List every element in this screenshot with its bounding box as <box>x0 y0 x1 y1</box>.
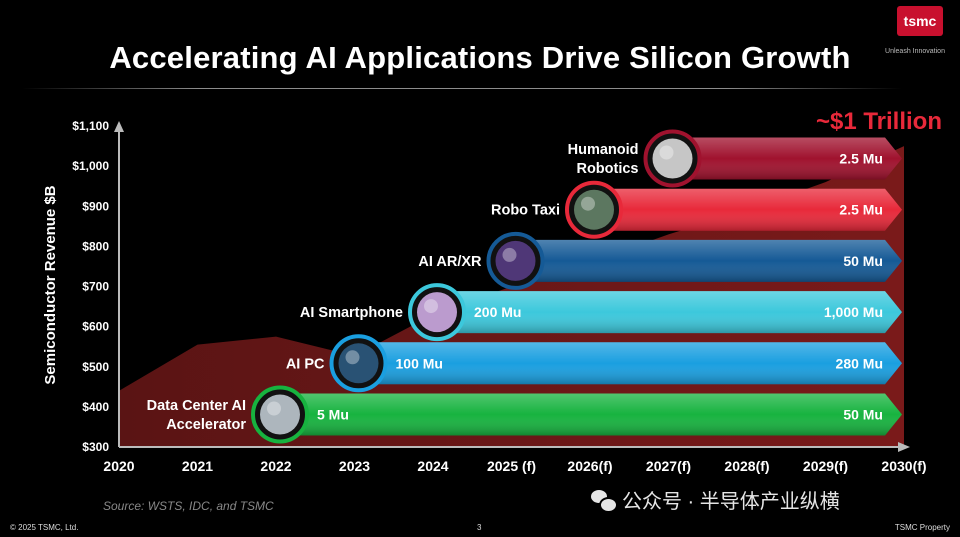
application-row: Robo Taxi 2.5 Mu <box>491 180 902 239</box>
footer-property: TSMC Property <box>894 523 950 532</box>
y-tick-label: $700 <box>82 280 109 294</box>
page-title: Accelerating AI Applications Drive Silic… <box>109 40 851 75</box>
y-axis-label: Semiconductor Revenue $B <box>42 185 59 384</box>
application-arrow-shade <box>594 188 902 231</box>
x-tick-label: 2028(f) <box>724 458 769 474</box>
server-icon-fill <box>260 394 300 435</box>
y-tick-label: $900 <box>82 199 109 213</box>
title-underline <box>22 88 902 89</box>
application-row: AI Smartphone 200 Mu 1,000 Mu <box>300 283 902 342</box>
tsmc-logo: tsmc Unleash Innovation <box>885 6 948 55</box>
smartphone-icon-fill <box>417 292 457 333</box>
laptop-icon-fill <box>338 343 379 384</box>
end-units-label: 280 Mu <box>836 355 883 371</box>
watermark-text: 公众号 · 半导体产业纵横 <box>622 491 840 513</box>
car-icon-fill <box>574 189 614 230</box>
end-units-label: 50 Mu <box>843 253 883 269</box>
x-tick-label: 2021 <box>182 458 213 474</box>
robot-icon-fill <box>652 138 693 179</box>
x-tick-label: 2020 <box>103 458 134 474</box>
server-icon-highlight <box>267 401 281 416</box>
application-row: AI PC 100 Mu 280 Mu <box>286 334 902 393</box>
x-axis-arrow <box>898 442 910 452</box>
watermark: 公众号 · 半导体产业纵横 <box>590 485 840 514</box>
y-tick-label: $1,100 <box>72 119 109 133</box>
start-units-label: 100 Mu <box>396 355 443 371</box>
source-note: Source: WSTS, IDC, and TSMC <box>103 499 274 513</box>
application-arrow-shade <box>280 393 902 436</box>
x-tick-label: 2022 <box>260 458 291 474</box>
application-arrow-shade <box>672 137 902 180</box>
application-name: Data Center AI <box>147 398 246 414</box>
end-units-label: 2.5 Mu <box>839 151 883 167</box>
vr-headset-icon-fill <box>495 240 536 281</box>
y-axis-arrow <box>114 121 124 132</box>
x-tick-label: 2024 <box>417 458 448 474</box>
car-icon-highlight <box>581 196 595 211</box>
x-tick-label: 2026(f) <box>567 458 612 474</box>
start-units-label: 200 Mu <box>474 304 521 320</box>
application-name: AI AR/XR <box>418 254 482 270</box>
application-row: Humanoid Robotics 2.5 Mu <box>568 129 902 188</box>
logo-mark: tsmc <box>897 6 943 36</box>
application-row: Data Center AI Accelerator 5 Mu 50 Mu <box>147 385 902 444</box>
application-arrow-shade <box>358 342 902 385</box>
application-name: Robotics <box>576 161 638 177</box>
application-name: Accelerator <box>166 417 246 433</box>
start-units-label: 5 Mu <box>317 407 349 423</box>
application-name: AI Smartphone <box>300 305 403 321</box>
y-tick-label: $400 <box>82 400 109 414</box>
x-tick-label: 2025 (f) <box>487 458 536 474</box>
x-tick-label: 2023 <box>339 458 370 474</box>
application-name: Humanoid <box>568 142 639 158</box>
footer-copyright: © 2025 TSMC, Ltd. <box>10 523 79 532</box>
logo-tagline: Unleash Innovation <box>885 48 945 55</box>
application-arrow-shade <box>515 239 902 282</box>
x-tick-label: 2029(f) <box>803 458 848 474</box>
y-tick-label: $800 <box>82 239 109 253</box>
y-tick-label: $300 <box>82 440 109 454</box>
end-units-label: 1,000 Mu <box>824 304 883 320</box>
application-arrow-shade <box>437 291 902 334</box>
y-tick-label: $500 <box>82 360 109 374</box>
application-row: AI AR/XR 50 Mu <box>418 231 902 290</box>
laptop-icon-highlight <box>345 350 360 365</box>
footer-page-number: 3 <box>477 523 482 532</box>
x-tick-label: 2030(f) <box>881 458 926 474</box>
trillion-callout: ~$1 Trillion <box>816 108 942 135</box>
robot-icon-highlight <box>659 145 674 160</box>
wechat-icon <box>590 487 618 513</box>
application-name: AI PC <box>286 356 325 372</box>
end-units-label: 2.5 Mu <box>839 202 883 218</box>
smartphone-icon-highlight <box>424 299 438 314</box>
end-units-label: 50 Mu <box>843 407 883 423</box>
vr-headset-icon-highlight <box>502 247 517 262</box>
y-tick-label: $1,000 <box>72 159 109 173</box>
application-name: Robo Taxi <box>491 203 560 219</box>
x-tick-label: 2027(f) <box>646 458 691 474</box>
y-tick-label: $600 <box>82 320 109 334</box>
